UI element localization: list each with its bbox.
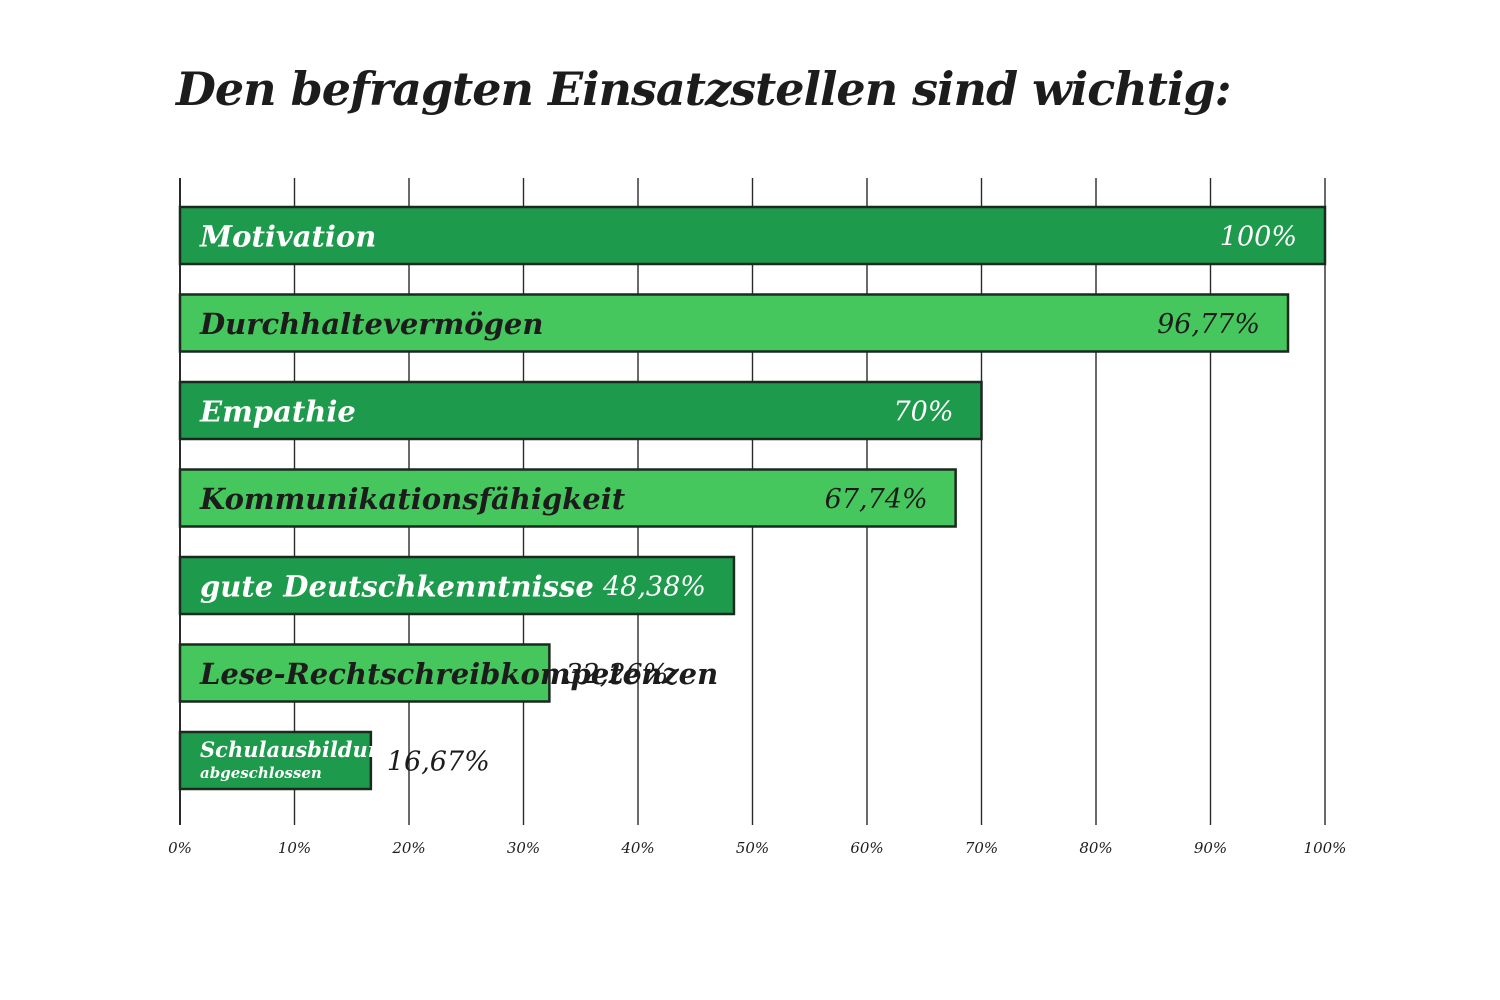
- bars: [178, 205, 1327, 791]
- x-tick-label: 30%: [507, 839, 540, 857]
- bar-category-label: Kommunikationsfähigkeit: [199, 482, 626, 516]
- x-tick-label: 100%: [1304, 839, 1347, 857]
- bar-value-label: 48,38%: [602, 572, 706, 603]
- bar-value-label: 96,77%: [1157, 309, 1260, 340]
- bar-category-label: Schulausbildung: [200, 737, 398, 762]
- bar-category-label: Lese-Rechtschreibkompetenzen: [199, 657, 718, 691]
- bar-value-label: 32,26%: [565, 659, 668, 690]
- bar-5: [178, 643, 551, 703]
- x-tick-label: 0%: [168, 839, 192, 857]
- bar-value-label: 100%: [1220, 222, 1297, 253]
- bar-value-label: 67,74%: [825, 484, 928, 515]
- bar-value-label: 70%: [893, 397, 953, 428]
- x-tick-label: 20%: [391, 839, 425, 857]
- bar-6: [178, 730, 373, 791]
- x-tick-label: 60%: [850, 839, 883, 857]
- bar-0: [178, 205, 1327, 266]
- bar-category-label: Motivation: [199, 220, 376, 254]
- chart-title: Den befragten Einsatzstellen sind wichti…: [176, 62, 1232, 116]
- bar-category-label: Empathie: [199, 395, 356, 429]
- bar-4: [178, 555, 736, 616]
- x-axis-ticks: 0% 10% 20% 30% 40% 50% 60% 70% 80% 90% 100%: [168, 839, 1346, 857]
- bar-value-label: 16,67%: [387, 747, 490, 778]
- x-tick-label: 90%: [1194, 839, 1227, 857]
- bar-labels: Motivation 100% Durchhaltevermögen 96,77% Em…: [199, 220, 1297, 783]
- x-tick-label: 40%: [620, 839, 654, 857]
- bar-1: [178, 293, 1290, 353]
- bar-category-label: Durchhaltevermögen: [199, 307, 543, 341]
- bar-2: [178, 380, 983, 441]
- x-tick-label: 10%: [278, 839, 311, 857]
- x-tick-label: 80%: [1079, 839, 1112, 857]
- x-tick-label: 50%: [736, 839, 769, 857]
- bar-category-label: gute Deutschkenntnisse: [200, 570, 594, 604]
- bar-category-label-line2: abgeschlossen: [200, 764, 322, 782]
- x-tick-label: 70%: [965, 839, 998, 857]
- bar-3: [178, 468, 957, 528]
